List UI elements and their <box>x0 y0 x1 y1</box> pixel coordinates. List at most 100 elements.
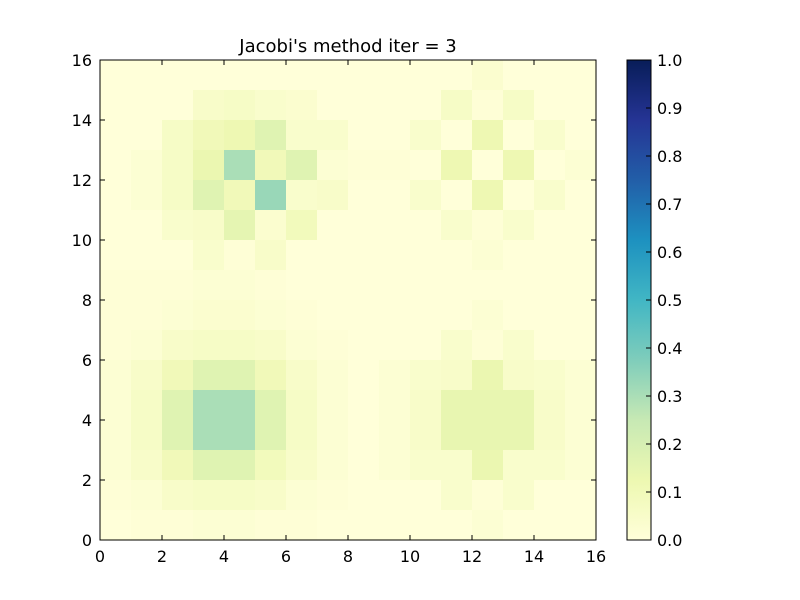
heatmap-cell <box>503 120 535 151</box>
heatmap-cell <box>255 420 287 451</box>
heatmap-cell <box>410 300 442 331</box>
heatmap-cell <box>224 480 256 511</box>
heatmap-cell <box>410 90 442 121</box>
heatmap-cell <box>255 150 287 181</box>
heatmap-cell <box>503 180 535 211</box>
x-tick-label: 10 <box>400 547 420 566</box>
heatmap-cell <box>131 210 163 241</box>
heatmap-cell <box>193 90 225 121</box>
x-tick-label: 8 <box>343 547 353 566</box>
heatmap-cell <box>565 270 597 301</box>
heatmap-cell <box>255 120 287 151</box>
heatmap-cell <box>193 300 225 331</box>
y-tick-label: 16 <box>72 51 92 70</box>
heatmap-cell <box>255 270 287 301</box>
heatmap-cell <box>410 180 442 211</box>
heatmap-cell <box>565 420 597 451</box>
heatmap-cell <box>224 240 256 271</box>
heatmap-cell <box>565 510 597 541</box>
heatmap-cell <box>131 420 163 451</box>
heatmap-cell <box>317 420 349 451</box>
heatmap-cell <box>348 90 380 121</box>
heatmap-cell <box>224 510 256 541</box>
heatmap-cell <box>472 300 504 331</box>
heatmap-cell <box>503 450 535 481</box>
heatmap-cell <box>317 300 349 331</box>
heatmap-cell <box>503 390 535 421</box>
x-tick-label: 12 <box>462 547 482 566</box>
heatmap-cell <box>379 390 411 421</box>
heatmap-cell <box>100 480 132 511</box>
x-tick-label: 0 <box>95 547 105 566</box>
heatmap-cell <box>255 450 287 481</box>
heatmap-cell <box>348 120 380 151</box>
heatmap-cell <box>534 210 566 241</box>
heatmap-cell <box>503 240 535 271</box>
colorbar-tick-label: 0.3 <box>657 387 682 406</box>
heatmap-cell <box>348 510 380 541</box>
heatmap-cell <box>193 180 225 211</box>
heatmap-cell <box>503 270 535 301</box>
heatmap-cell <box>503 60 535 91</box>
heatmap-cell <box>379 480 411 511</box>
heatmap-cell <box>224 270 256 301</box>
heatmap-cell <box>534 450 566 481</box>
heatmap-cell <box>348 150 380 181</box>
heatmap-cell <box>100 180 132 211</box>
heatmap-cell <box>317 60 349 91</box>
heatmap-cell <box>472 60 504 91</box>
heatmap-cell <box>162 390 194 421</box>
heatmap-cell <box>379 270 411 301</box>
heatmap-cell <box>348 330 380 361</box>
heatmap-cell <box>224 450 256 481</box>
heatmap-cell <box>317 450 349 481</box>
x-tick-label: 6 <box>281 547 291 566</box>
heatmap-cell <box>224 300 256 331</box>
heatmap-cell <box>286 480 318 511</box>
heatmap-cell <box>379 150 411 181</box>
heatmap-cell <box>472 90 504 121</box>
heatmap-cell <box>286 240 318 271</box>
y-tick-label: 0 <box>82 531 92 550</box>
heatmap-cell <box>317 240 349 271</box>
heatmap-cell <box>255 60 287 91</box>
heatmap-cell <box>100 510 132 541</box>
heatmap-cell <box>255 90 287 121</box>
heatmap-cell <box>503 300 535 331</box>
heatmap-cell <box>503 330 535 361</box>
heatmap-cell <box>131 450 163 481</box>
heatmap-cell <box>317 330 349 361</box>
heatmap-cell <box>255 330 287 361</box>
heatmap-cell <box>286 60 318 91</box>
heatmap-cell <box>441 120 473 151</box>
heatmap-cell <box>472 180 504 211</box>
heatmap-cell <box>193 210 225 241</box>
heatmap-cell <box>534 150 566 181</box>
colorbar-tick-label: 0.9 <box>657 99 682 118</box>
heatmap-cell <box>565 390 597 421</box>
heatmap-cell <box>348 300 380 331</box>
heatmap-cell <box>193 150 225 181</box>
heatmap-cell <box>441 510 473 541</box>
heatmap-cell <box>472 270 504 301</box>
heatmap-cell <box>100 390 132 421</box>
y-tick-label: 4 <box>82 411 92 430</box>
heatmap-cell <box>224 60 256 91</box>
heatmap-cell <box>286 300 318 331</box>
heatmap-cell <box>441 420 473 451</box>
heatmap-cell <box>317 510 349 541</box>
y-tick-label: 10 <box>72 231 92 250</box>
heatmap-cell <box>224 420 256 451</box>
heatmap-cell <box>534 240 566 271</box>
heatmap-cell <box>317 270 349 301</box>
heatmap-cell <box>100 240 132 271</box>
heatmap-cell <box>348 60 380 91</box>
colorbar-tick-label: 0.0 <box>657 531 682 550</box>
heatmap-cell <box>162 120 194 151</box>
heatmap-cell <box>348 210 380 241</box>
heatmap-cell <box>317 390 349 421</box>
heatmap-cell <box>565 450 597 481</box>
heatmap-cell <box>193 360 225 391</box>
heatmap-cell <box>286 330 318 361</box>
colorbar-tick-label: 0.8 <box>657 147 682 166</box>
